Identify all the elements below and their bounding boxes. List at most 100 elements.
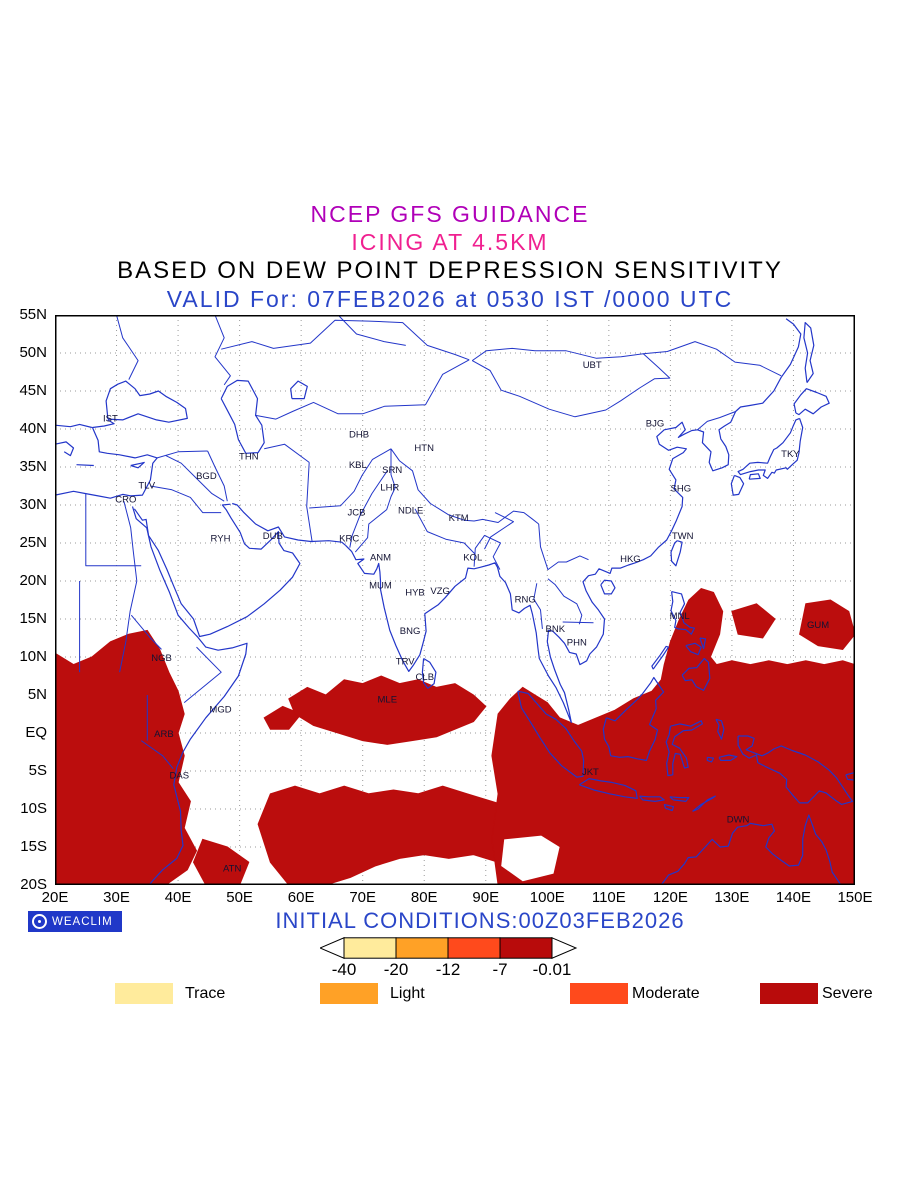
lat-axis-label: 30N (19, 496, 47, 513)
lat-axis-label: 15N (19, 610, 47, 627)
station-label-bng: BNG (400, 626, 421, 637)
lon-axis-label: 100E (529, 889, 565, 906)
colorbar-value: -40 (331, 960, 357, 979)
legend-swatch-light (320, 983, 378, 1004)
legend-swatch-severe (760, 983, 818, 1004)
lon-axis-label: 60E (287, 889, 315, 906)
station-label-dhb: DHB (349, 429, 369, 440)
weaclim-label: WEACLIM (52, 915, 113, 928)
lon-axis-label: 20E (41, 889, 69, 906)
station-label-ist: IST (103, 413, 118, 424)
legend-label-trace: Trace (185, 985, 226, 1002)
station-label-dwn: DWN (727, 815, 750, 826)
colorbar-value: -7 (492, 960, 508, 979)
station-label-bjg: BJG (646, 419, 664, 430)
map-border (55, 315, 855, 885)
station-label-tlv: TLV (138, 480, 155, 491)
lon-axis-label: 150E (837, 889, 873, 906)
lon-axis-label: 130E (714, 889, 750, 906)
station-label-ryh: RYH (211, 534, 231, 545)
lat-axis-label: 35N (19, 458, 47, 475)
lat-axis-label: 5S (28, 762, 47, 779)
station-label-anm: ANM (370, 553, 391, 564)
station-label-vzg: VZG (430, 586, 450, 597)
lon-axis-label: 50E (226, 889, 253, 906)
station-label-htn: HTN (414, 443, 434, 454)
station-label-arb: ARB (154, 729, 174, 740)
weaclim-badge: WEACLIM (28, 911, 122, 932)
station-label-ndle: NDLE (398, 505, 423, 516)
station-label-jcb: JCB (348, 508, 366, 519)
colorbar-value: -20 (383, 960, 409, 979)
valid-time-title: VALID For: 07FEB2026 at 0530 IST /0000 U… (166, 286, 734, 312)
page-title: NCEP GFS GUIDANCE (310, 201, 590, 227)
legend-label-severe: Severe (822, 985, 873, 1002)
lat-axis-label: 40N (19, 420, 47, 437)
station-label-thn: THN (239, 451, 259, 462)
station-label-mnl: MNL (670, 611, 690, 622)
lat-axis-label: EQ (25, 724, 47, 741)
station-label-hkg: HKG (620, 554, 641, 565)
lon-axis-label: 70E (349, 889, 377, 906)
legend: Trace Light Moderate Severe (0, 983, 900, 1007)
station-label-cro: CRO (115, 495, 136, 506)
legend-label-light: Light (390, 985, 425, 1002)
station-label-phn: PHN (567, 638, 587, 649)
station-label-kol: KOL (463, 553, 482, 564)
lon-axis-label: 120E (652, 889, 688, 906)
lat-axis-label: 20S (20, 876, 47, 893)
station-label-mle: MLE (378, 695, 398, 706)
station-label-bnk: BNK (546, 624, 566, 635)
station-label-trv: TRV (396, 657, 415, 668)
station-label-ngb: NGB (151, 653, 172, 664)
page-subtitle: ICING AT 4.5KM (351, 229, 549, 255)
station-label-ktm: KTM (449, 513, 469, 524)
station-label-srn: SRN (382, 465, 402, 476)
lat-axis-label: 10S (20, 800, 47, 817)
legend-swatch-moderate (570, 983, 628, 1004)
lat-axis-label: 15S (20, 838, 47, 855)
station-label-kbl: KBL (349, 460, 367, 471)
station-label-mum: MUM (369, 581, 392, 592)
lon-axis-label: 30E (103, 889, 130, 906)
lon-axis-label: 40E (164, 889, 192, 906)
lat-axis-label: 45N (19, 382, 47, 399)
station-label-clb: CLB (416, 672, 434, 683)
station-label-twn: TWN (672, 531, 694, 542)
station-label-dub: DUB (263, 531, 283, 542)
station-label-lhr: LHR (380, 483, 399, 494)
station-label-jkt: JKT (582, 767, 599, 778)
lat-axis-label: 20N (19, 572, 47, 589)
colorbar (320, 937, 578, 959)
station-label-bgd: BGD (196, 471, 217, 482)
method-title: BASED ON DEW POINT DEPRESSION SENSITIVIT… (117, 257, 783, 284)
colorbar-value: -0.01 (532, 960, 572, 979)
initial-conditions-text: INITIAL CONDITIONS:00Z03FEB2026 (275, 908, 685, 933)
station-label-ubt: UBT (583, 360, 602, 371)
map-plot-area: IST TLV CRO BGD THN RYH DUB DHB KBL SRN HTN LHR JCB N… (55, 315, 855, 885)
lon-axis-label: 110E (591, 889, 626, 906)
station-label-shg: SHG (671, 483, 692, 494)
colorbar-value: -12 (435, 960, 461, 979)
station-label-gum: GUM (807, 620, 829, 631)
station-label-mgd: MGD (209, 705, 231, 716)
lon-axis-label: 90E (472, 889, 500, 906)
station-label-rng: RNG (515, 594, 536, 605)
lon-axis-label: 80E (410, 889, 438, 906)
legend-label-moderate: Moderate (632, 985, 700, 1002)
lat-axis-label: 25N (19, 534, 47, 551)
station-label-tky: TKY (781, 449, 800, 460)
lat-axis-label: 5N (27, 686, 47, 703)
lat-axis-label: 55N (19, 306, 47, 323)
legend-swatch-trace (115, 983, 173, 1004)
station-label-hyb: HYB (405, 587, 425, 598)
station-label-krc: KRC (339, 534, 359, 545)
lon-axis-label: 140E (775, 889, 811, 906)
station-label-das: DAS (170, 771, 190, 782)
weaclim-logo-icon (32, 914, 47, 929)
station-label-atn: ATN (223, 863, 241, 874)
lat-axis-label: 10N (19, 648, 47, 665)
lat-axis-label: 50N (19, 344, 47, 361)
